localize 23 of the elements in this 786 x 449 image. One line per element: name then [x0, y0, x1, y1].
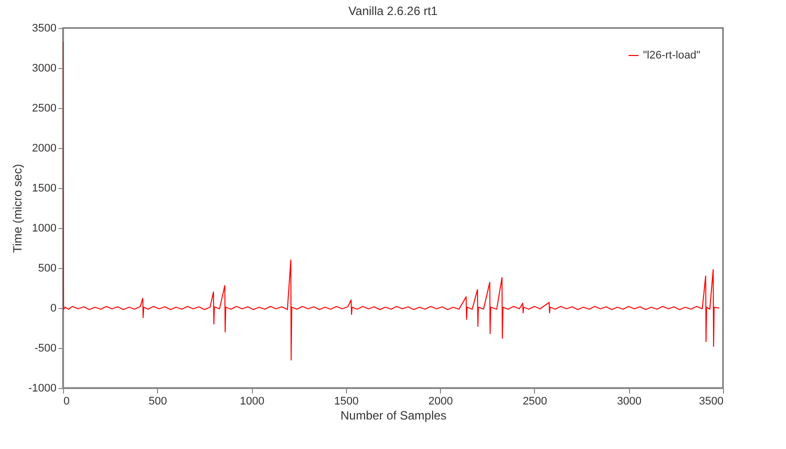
x-tick-label: 3500 — [699, 396, 724, 408]
x-tick-label: 0 — [64, 396, 70, 408]
y-tick-label: 0 — [50, 302, 56, 314]
x-tick-label: 2000 — [428, 396, 453, 408]
line-series — [63, 41, 720, 360]
y-tick-label: -1000 — [28, 382, 56, 394]
x-tick-label: 2500 — [522, 396, 548, 408]
y-tick-label: 2500 — [32, 102, 56, 114]
x-tick-label: 500 — [148, 396, 167, 408]
y-tick-label: 1500 — [32, 182, 56, 194]
chart-title: Vanilla 2.6.26 rt1 — [348, 4, 438, 18]
y-tick-label: 2000 — [32, 142, 56, 154]
x-tick-label: 1500 — [334, 396, 359, 408]
y-tick-label: 3500 — [32, 22, 56, 34]
y-tick-label: 500 — [38, 262, 56, 274]
x-tick-label: 3000 — [616, 396, 642, 408]
x-tick-label: 1000 — [240, 396, 264, 408]
y-tick-label: 3000 — [32, 62, 56, 74]
x-axis-title: Number of Samples — [340, 408, 447, 422]
y-tick-label: -500 — [34, 342, 56, 354]
legend-label: "l26-rt-load" — [643, 50, 700, 62]
y-tick-label: 1000 — [32, 222, 56, 234]
y-axis-title: Time (micro sec) — [10, 164, 24, 253]
